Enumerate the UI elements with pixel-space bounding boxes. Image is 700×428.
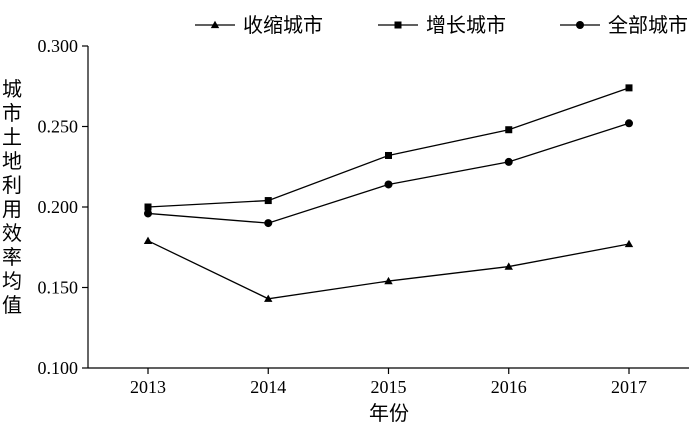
data-point-triangle <box>624 239 634 248</box>
legend-marker-triangle <box>210 20 220 29</box>
data-point-circle <box>504 157 513 166</box>
data-point-square <box>144 203 152 211</box>
data-point-circle <box>625 119 633 128</box>
x-tick-label: 2017 <box>611 377 647 397</box>
data-point-circle <box>264 219 273 228</box>
data-point-circle <box>384 180 393 189</box>
y-axis-label: 城市土地利用效率均值 <box>2 77 22 317</box>
legend-item: 全部城市 <box>560 13 688 37</box>
legend: 收缩城市 增长城市 全部城市 <box>195 13 688 37</box>
legend-item: 增长城市 <box>378 13 506 37</box>
data-point-triangle <box>143 236 153 244</box>
data-point-square <box>385 151 392 159</box>
legend-marker-circle <box>576 21 584 29</box>
series-2 <box>144 84 633 211</box>
data-point-square <box>264 197 272 205</box>
y-tick-label: 0.300 <box>38 36 79 56</box>
y-tick-label: 0.200 <box>38 197 79 217</box>
series-line <box>147 87 630 208</box>
series-line <box>147 122 630 224</box>
series-line <box>147 240 630 300</box>
legend-label: 收缩城市 <box>243 13 323 37</box>
y-tick-label: 0.250 <box>38 117 79 137</box>
series-1 <box>143 236 634 302</box>
axes: 0.100 0.150 0.200 0.250 0.300 2013 2014 2015 201… <box>38 36 689 397</box>
data-point-circle <box>144 209 152 218</box>
data-point-square <box>625 84 633 92</box>
legend-marker-square <box>394 21 402 29</box>
data-point-triangle <box>384 276 393 285</box>
x-axis-label: 年份 <box>369 401 409 425</box>
series-3 <box>144 119 633 228</box>
series-group <box>143 84 634 302</box>
legend-label: 全部城市 <box>608 13 688 37</box>
x-tick-label: 2013 <box>130 377 166 397</box>
y-tick-label: 0.100 <box>38 358 79 378</box>
legend-label: 增长城市 <box>426 13 506 37</box>
data-point-triangle <box>504 262 513 270</box>
y-tick-label: 0.150 <box>38 278 79 298</box>
data-point-triangle <box>264 294 273 302</box>
data-point-square <box>505 126 513 134</box>
x-tick-label: 2014 <box>250 377 286 397</box>
legend-item: 收缩城市 <box>195 13 323 37</box>
x-tick-label: 2016 <box>491 377 527 397</box>
x-tick-label: 2015 <box>371 377 407 397</box>
